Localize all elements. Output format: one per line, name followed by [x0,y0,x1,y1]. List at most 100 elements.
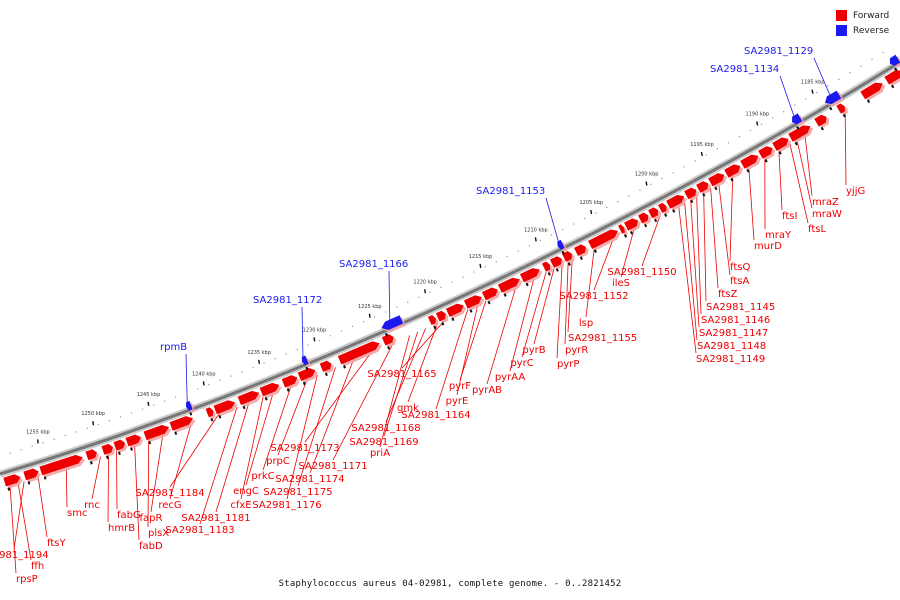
forward-gene[interactable] [23,467,43,485]
gene-label-rpmb[interactable]: rpmB [160,342,187,353]
gene-label-pyrb[interactable]: pyrB [522,345,545,356]
forward-gene[interactable] [666,192,690,214]
forward-gene[interactable] [708,170,730,191]
forward-gene[interactable] [259,380,285,401]
gene-label-sa2981-1149[interactable]: SA2981_1149 [696,354,765,365]
gene-label-sa2981-1152[interactable]: SA2981_1152 [559,291,628,302]
forward-gene[interactable] [724,161,746,182]
forward-gene[interactable] [297,365,321,386]
gene-label-fabg[interactable]: fabG [117,510,141,521]
gene-label-pyrc[interactable]: pyrC [510,358,533,369]
gene-label-ffh[interactable]: ffh [31,561,44,572]
gene-label-pria[interactable]: priA [370,448,390,459]
forward-gene[interactable] [381,332,399,350]
forward-gene[interactable] [574,242,592,260]
reverse-gene-sa2981-1153[interactable] [556,239,569,255]
gene-label-sa2981-1165[interactable]: SA2981_1165 [367,369,436,380]
gene-label-rpsp[interactable]: rpsP [16,574,38,585]
gene-label-ftsz[interactable]: ftsZ [718,289,737,300]
forward-gene[interactable] [237,388,265,410]
reverse-gene-sa2981-1166[interactable] [380,315,407,337]
forward-gene[interactable] [624,216,644,235]
forward-gene[interactable] [618,223,630,238]
gene-label-sa2981-1150[interactable]: SA2981_1150 [607,267,676,278]
forward-gene[interactable] [740,151,764,173]
gene-label-murd[interactable]: murD [754,241,782,252]
gene-label-hmrb[interactable]: hmrB [108,523,135,534]
forward-gene[interactable] [696,179,714,197]
gene-label-sa2981-1184[interactable]: SA2981_1184 [135,488,204,499]
gene-label-plsx[interactable]: plsX [148,528,169,539]
forward-gene[interactable] [814,112,832,131]
gene-label-sa2981-1183[interactable]: SA2981_1183 [165,525,234,536]
forward-gene[interactable] [541,260,555,276]
gene-label-ftsq[interactable]: ftsQ [730,262,750,273]
gene-label-sa2981-1174[interactable]: SA2981_1174 [275,474,344,485]
gene-label-engc[interactable]: engC [233,486,259,497]
gene-label-mraz[interactable]: mraZ [812,197,839,208]
gene-label-sa2981-1164[interactable]: SA2981_1164 [401,410,470,421]
gene-label-smc[interactable]: smc [67,508,87,519]
gene-label-sa2981-1175[interactable]: SA2981_1175 [263,487,332,498]
forward-gene[interactable] [549,254,568,272]
forward-gene[interactable] [39,453,87,480]
gene-label-ftsy[interactable]: ftsY [47,538,66,549]
gene-label-gmk[interactable]: gmk [397,403,419,414]
forward-gene[interactable] [772,134,794,155]
forward-gene[interactable] [427,314,441,330]
gene-label-mray[interactable]: mraY [765,230,792,241]
gene-label-pyrab[interactable]: pyrAB [472,385,502,396]
forward-gene[interactable] [758,143,778,163]
gene-label-recg[interactable]: recG [158,500,181,511]
gene-label-lsp[interactable]: lsp [579,318,593,329]
forward-gene[interactable] [658,201,672,217]
forward-gene[interactable] [788,122,816,146]
forward-gene[interactable] [205,406,218,422]
forward-gene[interactable] [213,398,240,419]
reverse-gene-rpmb[interactable] [185,400,196,416]
gene-label-pyraa[interactable]: pyrAA [495,372,525,383]
forward-gene[interactable] [519,265,545,287]
gene-label-sa2981-1129[interactable]: SA2981_1129 [744,46,813,57]
gene-label-iles[interactable]: ileS [612,278,630,289]
forward-gene[interactable] [113,438,129,455]
forward-gene[interactable] [281,373,303,392]
forward-gene[interactable] [337,338,385,369]
forward-gene[interactable] [884,66,900,89]
gene-label-rnc[interactable]: rnc [84,500,100,511]
forward-gene[interactable] [125,433,145,452]
gene-label-pyrf[interactable]: pyrF [449,381,471,392]
gene-label-fapr[interactable]: fapR [140,513,163,524]
gene-label-pyrr[interactable]: pyrR [565,345,588,356]
gene-label-prkc[interactable]: prkC [251,471,274,482]
reverse-gene[interactable] [888,54,900,72]
gene-label-ftsa[interactable]: ftsA [730,276,749,287]
forward-gene[interactable] [497,275,525,298]
forward-gene[interactable] [435,309,451,326]
gene-label-sa2981-1145[interactable]: SA2981_1145 [706,302,775,313]
forward-gene[interactable] [588,226,624,253]
forward-gene[interactable] [648,205,664,223]
gene-label-cfxe[interactable]: cfxE [230,500,251,511]
forward-gene[interactable] [463,292,487,313]
gene-label-sa2981-1172[interactable]: SA2981_1172 [253,295,322,306]
forward-gene[interactable] [638,211,654,228]
gene-label-pyrp[interactable]: pyrP [557,359,579,370]
gene-label-ftsl[interactable]: ftsL [808,224,826,235]
forward-gene[interactable] [3,472,25,491]
gene-label-sa2981-1146[interactable]: SA2981_1146 [701,315,770,326]
gene-label-prpc[interactable]: prpC [266,456,290,467]
forward-gene[interactable] [101,442,117,460]
gene-label-sa2981-1169[interactable]: SA2981_1169 [349,437,418,448]
gene-label-sa2981-1148[interactable]: SA2981_1148 [697,341,766,352]
forward-gene[interactable] [445,301,469,322]
gene-label-sa2981-1166[interactable]: SA2981_1166 [339,259,408,270]
forward-gene[interactable] [860,79,889,104]
forward-gene[interactable] [561,249,578,266]
gene-label-sa2981-1194[interactable]: SA2981_1194 [0,550,49,561]
gene-label-sa2981-1176[interactable]: SA2981_1176 [252,500,321,511]
gene-label-sa2981-1147[interactable]: SA2981_1147 [699,328,768,339]
gene-label-sa2981-1155[interactable]: SA2981_1155 [568,333,637,344]
forward-gene[interactable] [169,414,198,436]
